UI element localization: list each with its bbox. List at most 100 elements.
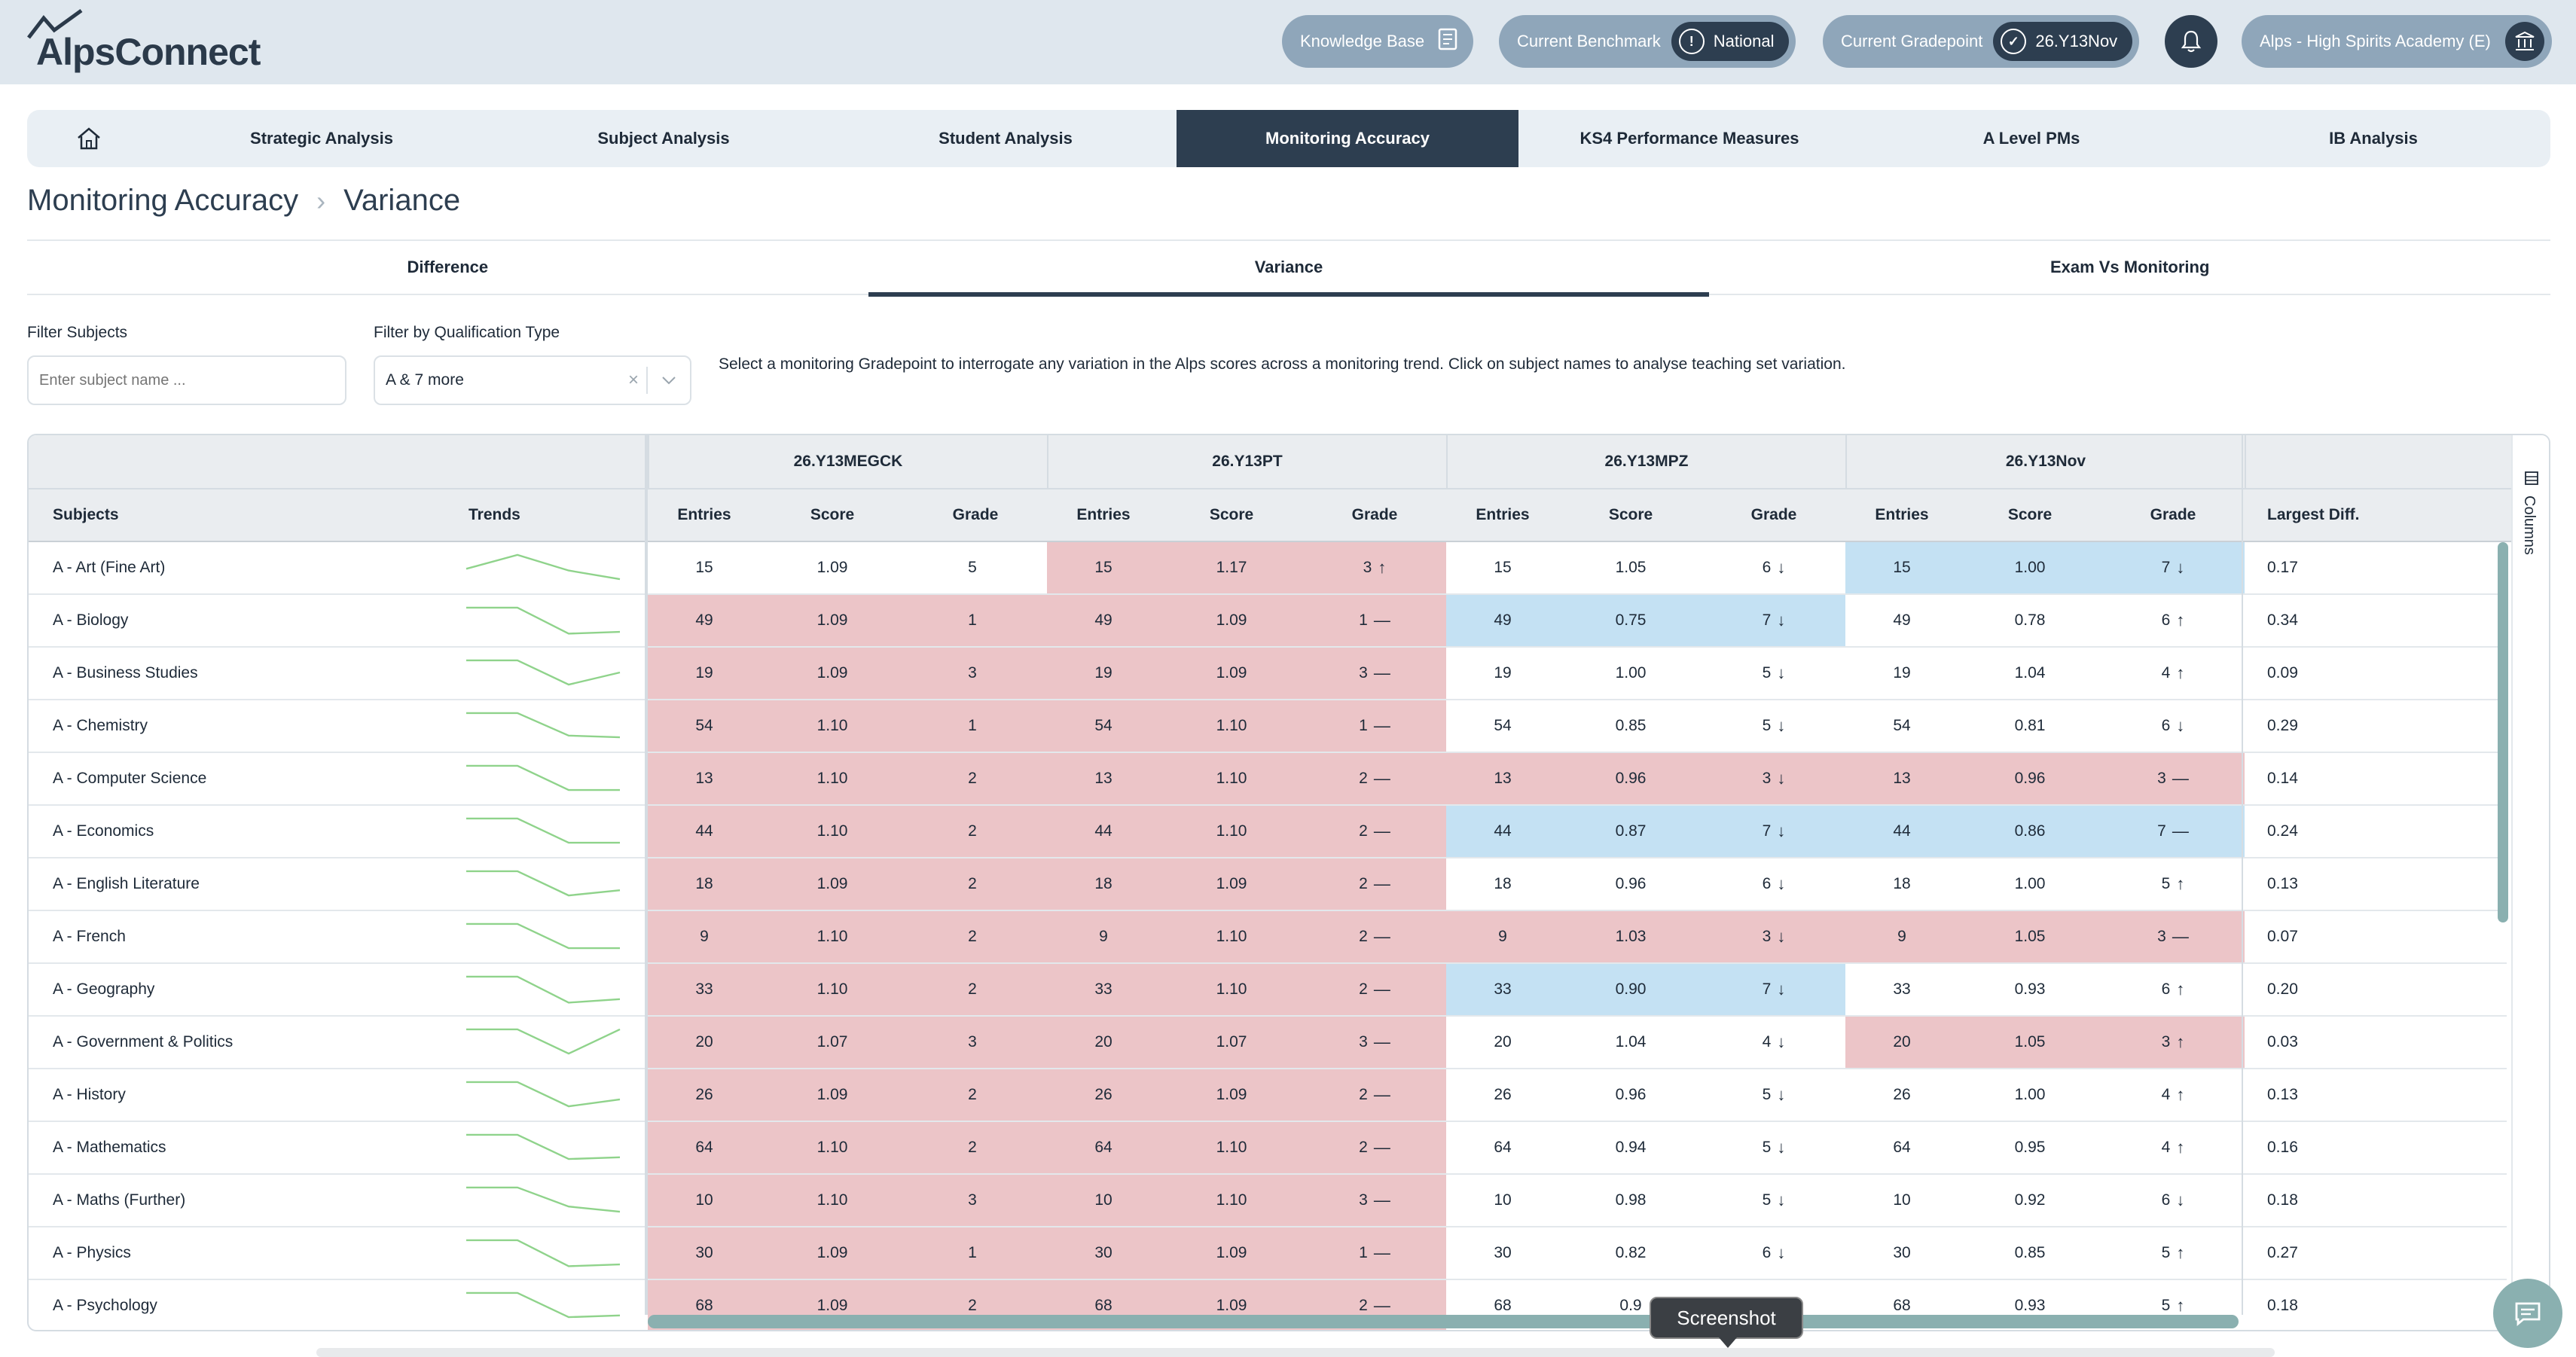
entries-cell: 19 — [1494, 664, 1512, 682]
score-cell: 1.00 — [1615, 664, 1647, 682]
largest-diff-cell: 0.07 — [2267, 928, 2298, 945]
entries-cell: 33 — [1047, 964, 1160, 1015]
gradepoint-group-header[interactable]: 26.Y13PT — [1047, 435, 1446, 489]
gradepoint-group-header[interactable]: 26.Y13MEGCK — [648, 435, 1047, 489]
col-header-grade[interactable]: Grade — [2101, 489, 2245, 542]
grade-value: 6 — [2161, 1191, 2171, 1209]
grade-value: 2 — [1359, 1139, 1368, 1156]
col-header-grade[interactable]: Grade — [1702, 489, 1845, 542]
col-header-grade[interactable]: Grade — [904, 489, 1047, 542]
grade-value: 2 — [968, 980, 977, 998]
subject-name-link[interactable]: A - Geography — [53, 980, 155, 998]
subject-name-link[interactable]: A - Maths (Further) — [53, 1191, 186, 1209]
nav-student-analysis[interactable]: Student Analysis — [939, 129, 1073, 148]
horizontal-scrollbar[interactable] — [648, 1315, 2239, 1328]
nav-subject-analysis[interactable]: Subject Analysis — [597, 129, 730, 148]
subject-name-link[interactable]: A - Economics — [53, 822, 154, 840]
grade-trend-arrow-icon: ↓ — [2176, 716, 2185, 735]
col-header-trends[interactable]: Trends — [441, 489, 648, 542]
col-header-score[interactable]: Score — [1559, 489, 1702, 542]
entries-cell: 15 — [1047, 542, 1160, 593]
nav-ks4-performance-measures[interactable]: KS4 Performance Measures — [1579, 129, 1799, 148]
subject-name-link[interactable]: A - French — [53, 928, 126, 945]
subject-name-link[interactable]: A - Computer Science — [53, 770, 207, 787]
entries-cell: 18 — [1047, 858, 1160, 910]
benchmark-selector[interactable]: Current Benchmark ! National — [1499, 15, 1796, 68]
benchmark-value-chip[interactable]: ! National — [1671, 22, 1790, 61]
chat-button[interactable] — [2493, 1279, 2562, 1348]
trend-sparkline — [441, 964, 645, 1015]
tab-variance[interactable]: Variance — [868, 241, 1710, 297]
school-selector[interactable]: Alps - High Spirits Academy (E) — [2242, 15, 2552, 68]
gradepoint-label: Current Gradepoint — [1841, 32, 1983, 50]
grade-value: 2 — [968, 770, 977, 787]
score-cell: 0.96 — [1559, 753, 1702, 804]
entries-cell: 18 — [1494, 875, 1512, 892]
nav-ib-analysis[interactable]: IB Analysis — [2329, 129, 2418, 148]
nav-strategic-analysis[interactable]: Strategic Analysis — [250, 129, 393, 148]
nav-monitoring-accuracy[interactable]: Monitoring Accuracy — [1177, 110, 1518, 167]
school-avatar-icon — [2505, 22, 2544, 61]
col-header-largest-diff[interactable]: Largest Diff. — [2245, 489, 2549, 542]
entries-cell: 20 — [1845, 1017, 1958, 1068]
score-cell: 0.90 — [1559, 964, 1702, 1015]
grade-value: 7 — [1762, 980, 1772, 998]
score-cell: 0.96 — [1958, 753, 2101, 804]
knowledge-base-button[interactable]: Knowledge Base — [1282, 15, 1473, 68]
breadcrumb-monitoring-accuracy[interactable]: Monitoring Accuracy — [27, 184, 299, 217]
gradepoint-selector[interactable]: Current Gradepoint ✓ 26.Y13Nov — [1823, 15, 2139, 68]
gradepoint-group-header[interactable]: 26.Y13MPZ — [1446, 435, 1845, 489]
col-header-score[interactable]: Score — [1958, 489, 2101, 542]
grade-cell: 5 — [904, 542, 1047, 593]
col-header-entries[interactable]: Entries — [1047, 489, 1160, 542]
score-cell: 1.03 — [1559, 911, 1702, 962]
nav-a-level-pms[interactable]: A Level PMs — [1982, 129, 2080, 148]
grade-cell: 6 ↓ — [1702, 1227, 1845, 1279]
columns-panel-toggle[interactable]: Columns — [2511, 435, 2549, 1330]
notifications-button[interactable] — [2165, 15, 2217, 68]
grade-trend-arrow-icon: ↓ — [1777, 769, 1786, 788]
col-header-entries[interactable]: Entries — [1845, 489, 1958, 542]
home-button[interactable] — [27, 110, 151, 167]
subject-name-link[interactable]: A - Art (Fine Art) — [53, 559, 166, 576]
filter-subjects-input[interactable] — [27, 355, 346, 405]
tab-difference[interactable]: Difference — [407, 258, 489, 276]
tab-exam-vs-monitoring[interactable]: Exam Vs Monitoring — [2050, 258, 2210, 276]
qualification-type-select[interactable]: A & 7 more × — [374, 355, 691, 405]
check-icon: ✓ — [2001, 29, 2027, 54]
subject-name-link[interactable]: A - Chemistry — [53, 717, 148, 734]
subject-name-link[interactable]: A - Biology — [53, 611, 129, 629]
col-header-entries[interactable]: Entries — [648, 489, 761, 542]
subject-name-link[interactable]: A - Psychology — [53, 1297, 157, 1314]
grade-value: 5 — [2161, 1244, 2171, 1261]
grade-cell: 3 ↓ — [1702, 911, 1845, 962]
subject-name-link[interactable]: A - English Literature — [53, 875, 200, 892]
grade-cell: 4 ↑ — [2101, 1122, 2245, 1173]
col-header-grade[interactable]: Grade — [1303, 489, 1446, 542]
subject-name-link[interactable]: A - Physics — [53, 1244, 131, 1261]
score-cell: 1.17 — [1160, 542, 1303, 593]
gradepoint-group-header[interactable]: 26.Y13Nov — [1845, 435, 2245, 489]
grade-trend-arrow-icon: ↓ — [1777, 822, 1786, 840]
subject-name-link[interactable]: A - Mathematics — [53, 1139, 166, 1156]
grade-cell: 2— — [1303, 753, 1446, 804]
vertical-scrollbar[interactable] — [2498, 542, 2508, 922]
col-header-entries[interactable]: Entries — [1446, 489, 1559, 542]
subject-name-link[interactable]: A - Government & Politics — [53, 1033, 233, 1051]
page-bottom-bar — [316, 1348, 2275, 1357]
gradepoint-value-chip[interactable]: ✓ 26.Y13Nov — [1993, 22, 2133, 61]
grade-value: 2 — [968, 875, 977, 892]
entries-cell: 26 — [1047, 1069, 1160, 1121]
col-header-score[interactable]: Score — [1160, 489, 1303, 542]
col-header-score[interactable]: Score — [761, 489, 904, 542]
grade-trend-arrow-icon: — — [1373, 1138, 1390, 1157]
clear-icon[interactable]: × — [627, 370, 639, 390]
col-header-subjects[interactable]: Subjects — [29, 489, 441, 542]
grade-trend-arrow-icon: ↑ — [2176, 1243, 2185, 1262]
subject-name-link[interactable]: A - History — [53, 1086, 126, 1103]
largest-diff-cell: 0.18 — [2267, 1297, 2298, 1314]
subject-name-link[interactable]: A - Business Studies — [53, 664, 198, 682]
grade-cell: 7 ↓ — [1702, 595, 1845, 646]
alps-logo[interactable]: AlpsConnect — [26, 8, 282, 75]
chevron-down-icon[interactable] — [648, 376, 690, 385]
